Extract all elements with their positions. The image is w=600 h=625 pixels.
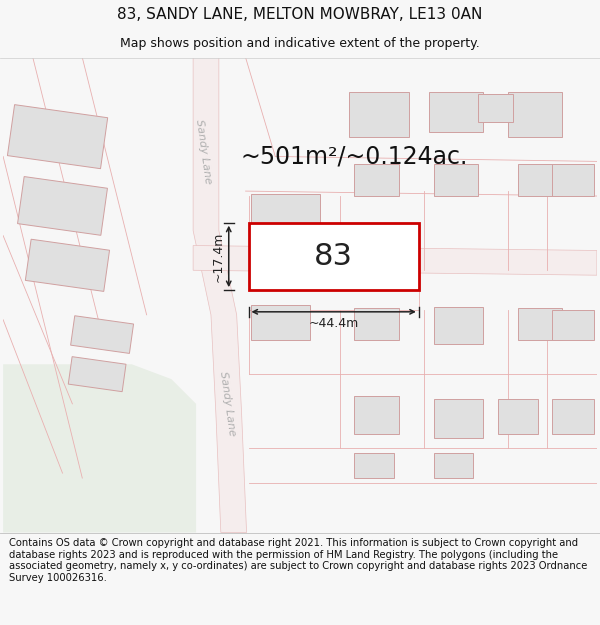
Text: 83: 83 <box>314 242 353 271</box>
Text: Map shows position and indicative extent of the property.: Map shows position and indicative extent… <box>120 37 480 49</box>
Bar <box>518 164 562 196</box>
Bar <box>508 92 562 137</box>
Bar <box>248 222 419 290</box>
Bar <box>251 305 310 339</box>
Text: Contains OS data © Crown copyright and database right 2021. This information is : Contains OS data © Crown copyright and d… <box>9 538 587 583</box>
Polygon shape <box>193 58 247 532</box>
Bar <box>434 164 478 196</box>
Text: ~17.4m: ~17.4m <box>212 231 225 282</box>
Polygon shape <box>7 104 107 169</box>
Polygon shape <box>25 239 110 291</box>
Bar <box>349 92 409 137</box>
Bar <box>478 94 513 122</box>
Text: Sandy Lane: Sandy Lane <box>218 371 237 437</box>
Bar <box>498 399 538 434</box>
Bar <box>251 194 320 236</box>
Bar <box>434 399 483 439</box>
Bar <box>355 308 399 339</box>
Text: 83, SANDY LANE, MELTON MOWBRAY, LE13 0AN: 83, SANDY LANE, MELTON MOWBRAY, LE13 0AN <box>118 7 482 22</box>
Bar <box>553 310 594 339</box>
Polygon shape <box>17 177 107 235</box>
Bar <box>428 92 483 132</box>
Polygon shape <box>3 364 196 532</box>
Polygon shape <box>71 316 134 353</box>
Bar <box>518 308 562 339</box>
Text: Sandy Lane: Sandy Lane <box>194 119 212 184</box>
Polygon shape <box>68 357 126 392</box>
Bar <box>434 307 483 344</box>
Bar <box>553 164 594 196</box>
Bar <box>355 164 399 196</box>
Bar <box>355 396 399 434</box>
Text: ~501m²/~0.124ac.: ~501m²/~0.124ac. <box>241 144 468 169</box>
Bar <box>355 453 394 478</box>
Bar <box>434 453 473 478</box>
Polygon shape <box>193 246 597 275</box>
Text: ~44.4m: ~44.4m <box>308 317 359 330</box>
Text: College Avenue: College Avenue <box>291 253 378 262</box>
Bar <box>553 399 594 434</box>
